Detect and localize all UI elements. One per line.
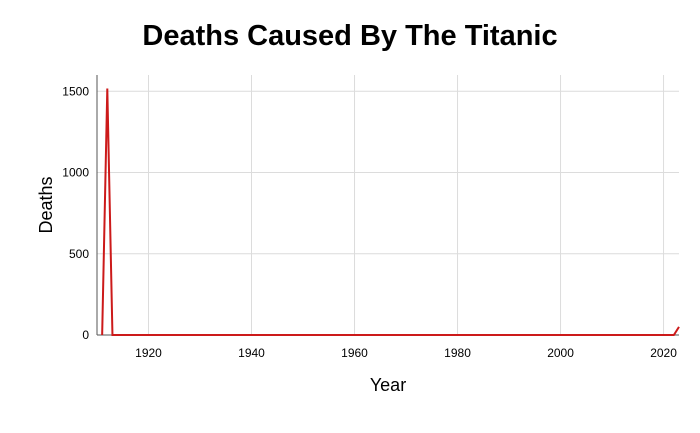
x-tick-label: 2020 [650, 346, 677, 360]
y-tick-label: 500 [69, 247, 89, 261]
y-axis-label: Deaths [36, 176, 56, 233]
y-tick-label: 1000 [62, 166, 89, 180]
x-tick-label: 1940 [238, 346, 265, 360]
chart-title: Deaths Caused By The Titanic [142, 20, 558, 52]
x-tick-label: 1960 [341, 346, 368, 360]
data-line [101, 88, 680, 336]
x-axis-label: Year [370, 375, 406, 395]
x-tick-label: 1920 [135, 346, 162, 360]
y-tick-label: 1500 [62, 84, 89, 98]
y-tick-label: 0 [82, 328, 89, 342]
x-tick-label: 2000 [547, 346, 574, 360]
x-tick-label: 1980 [444, 346, 471, 360]
